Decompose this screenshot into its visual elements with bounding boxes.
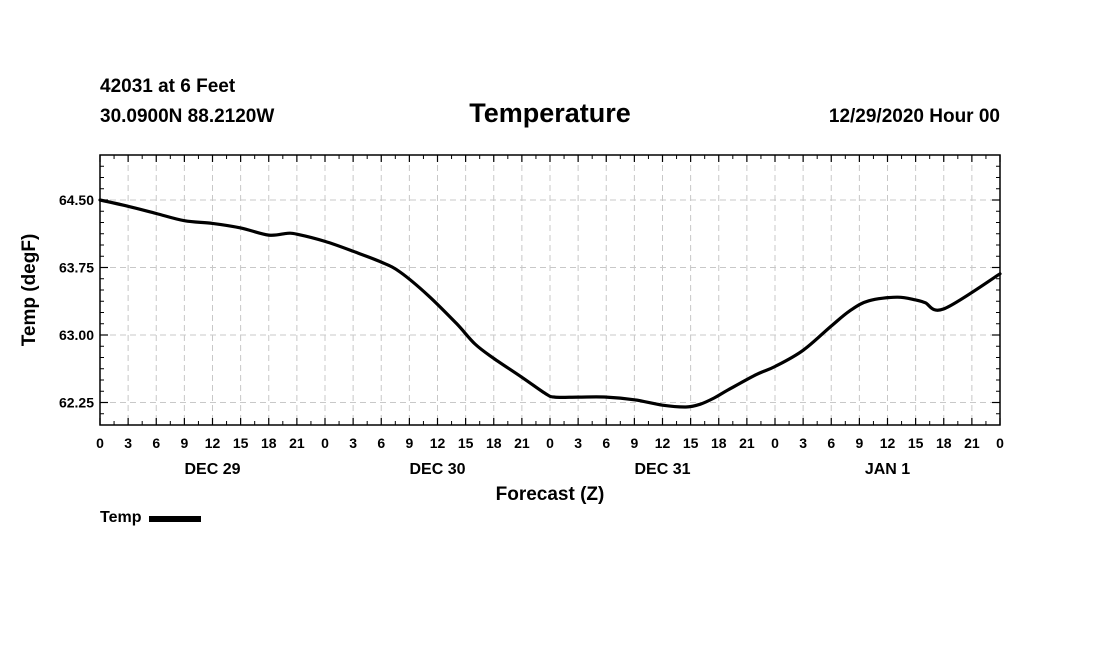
legend: Temp <box>100 509 202 527</box>
x-tick-label: 0 <box>996 435 1004 451</box>
x-tick-label: 18 <box>486 435 502 451</box>
x-axis-title: Forecast (Z) <box>496 484 605 505</box>
coordinates-label: 30.0900N 88.2120W <box>100 106 275 127</box>
x-tick-label: 3 <box>349 435 357 451</box>
x-tick-label: 15 <box>908 435 924 451</box>
x-tick-label: 15 <box>233 435 249 451</box>
legend-swatch-temp <box>149 516 202 522</box>
grid-lines <box>100 155 1000 425</box>
x-tick-label: 9 <box>180 435 188 451</box>
x-tick-label: 3 <box>574 435 582 451</box>
x-tick-label: 15 <box>458 435 474 451</box>
x-tick-label: 21 <box>739 435 755 451</box>
x-tick-label: 6 <box>152 435 160 451</box>
x-tick-label: 21 <box>514 435 530 451</box>
x-tick-label: 0 <box>321 435 329 451</box>
axis-labels: 0 3 6 9 12 15 18 21 0 3 6 9 12 15 18 21 0 3 6 9 12 15 18 21 0 3 6 9… <box>59 192 1004 478</box>
day-label: DEC 31 <box>634 461 690 478</box>
y-axis-title: Temp (degF) <box>19 234 40 347</box>
station-label: 42031 at 6 Feet <box>100 76 236 97</box>
x-tick-label: 18 <box>711 435 727 451</box>
legend-label-temp: Temp <box>100 509 142 526</box>
x-tick-label: 18 <box>936 435 952 451</box>
x-tick-label: 9 <box>630 435 638 451</box>
x-tick-label: 6 <box>827 435 835 451</box>
day-label: DEC 30 <box>409 461 465 478</box>
x-tick-label: 0 <box>546 435 554 451</box>
y-tick-label: 64.50 <box>59 192 94 208</box>
day-label: JAN 1 <box>865 461 910 478</box>
x-tick-label: 6 <box>602 435 610 451</box>
tick-marks <box>99 155 1001 425</box>
x-tick-label: 9 <box>405 435 413 451</box>
x-tick-label: 6 <box>377 435 385 451</box>
forecast-date-label: 12/29/2020 Hour 00 <box>828 106 1000 127</box>
x-tick-label: 21 <box>964 435 980 451</box>
x-tick-label: 12 <box>205 435 221 451</box>
x-tick-label: 0 <box>771 435 779 451</box>
x-tick-label: 3 <box>799 435 807 451</box>
x-tick-label: 15 <box>683 435 699 451</box>
y-tick-label: 63.00 <box>59 327 94 343</box>
y-tick-label: 63.75 <box>59 260 94 276</box>
day-label: DEC 29 <box>184 461 240 478</box>
y-tick-label: 62.25 <box>59 395 94 411</box>
x-tick-label: 9 <box>855 435 863 451</box>
x-tick-label: 0 <box>96 435 104 451</box>
x-tick-label: 12 <box>430 435 446 451</box>
x-tick-label: 12 <box>655 435 671 451</box>
x-tick-label: 18 <box>261 435 277 451</box>
series-line-temp <box>98 198 1002 409</box>
x-tick-label: 21 <box>289 435 305 451</box>
x-tick-label: 3 <box>124 435 132 451</box>
x-tick-label: 12 <box>880 435 896 451</box>
chart-title: Temperature <box>469 98 631 128</box>
series-layer <box>98 198 1002 409</box>
